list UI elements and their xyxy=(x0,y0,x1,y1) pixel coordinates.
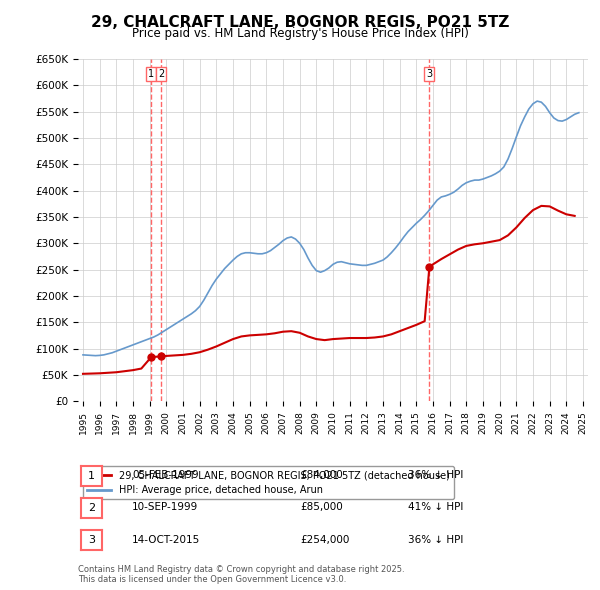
Text: 05-FEB-1999: 05-FEB-1999 xyxy=(132,470,199,480)
Text: 1: 1 xyxy=(148,69,154,79)
Text: 10-SEP-1999: 10-SEP-1999 xyxy=(132,503,198,512)
Text: 14-OCT-2015: 14-OCT-2015 xyxy=(132,535,200,545)
Legend: 29, CHALCRAFT LANE, BOGNOR REGIS, PO21 5TZ (detached house), HPI: Average price,: 29, CHALCRAFT LANE, BOGNOR REGIS, PO21 5… xyxy=(83,466,454,499)
Text: 36% ↓ HPI: 36% ↓ HPI xyxy=(408,535,463,545)
Text: 41% ↓ HPI: 41% ↓ HPI xyxy=(408,503,463,512)
Text: £85,000: £85,000 xyxy=(300,503,343,512)
Text: 36% ↓ HPI: 36% ↓ HPI xyxy=(408,470,463,480)
Text: £84,000: £84,000 xyxy=(300,470,343,480)
Text: 2: 2 xyxy=(88,503,95,513)
Text: 2: 2 xyxy=(158,69,164,79)
Text: 3: 3 xyxy=(426,69,433,79)
Text: 29, CHALCRAFT LANE, BOGNOR REGIS, PO21 5TZ: 29, CHALCRAFT LANE, BOGNOR REGIS, PO21 5… xyxy=(91,15,509,30)
Text: Price paid vs. HM Land Registry's House Price Index (HPI): Price paid vs. HM Land Registry's House … xyxy=(131,27,469,40)
Text: 1: 1 xyxy=(88,471,95,480)
Text: 3: 3 xyxy=(88,536,95,545)
Text: £254,000: £254,000 xyxy=(300,535,349,545)
Text: Contains HM Land Registry data © Crown copyright and database right 2025.
This d: Contains HM Land Registry data © Crown c… xyxy=(78,565,404,584)
